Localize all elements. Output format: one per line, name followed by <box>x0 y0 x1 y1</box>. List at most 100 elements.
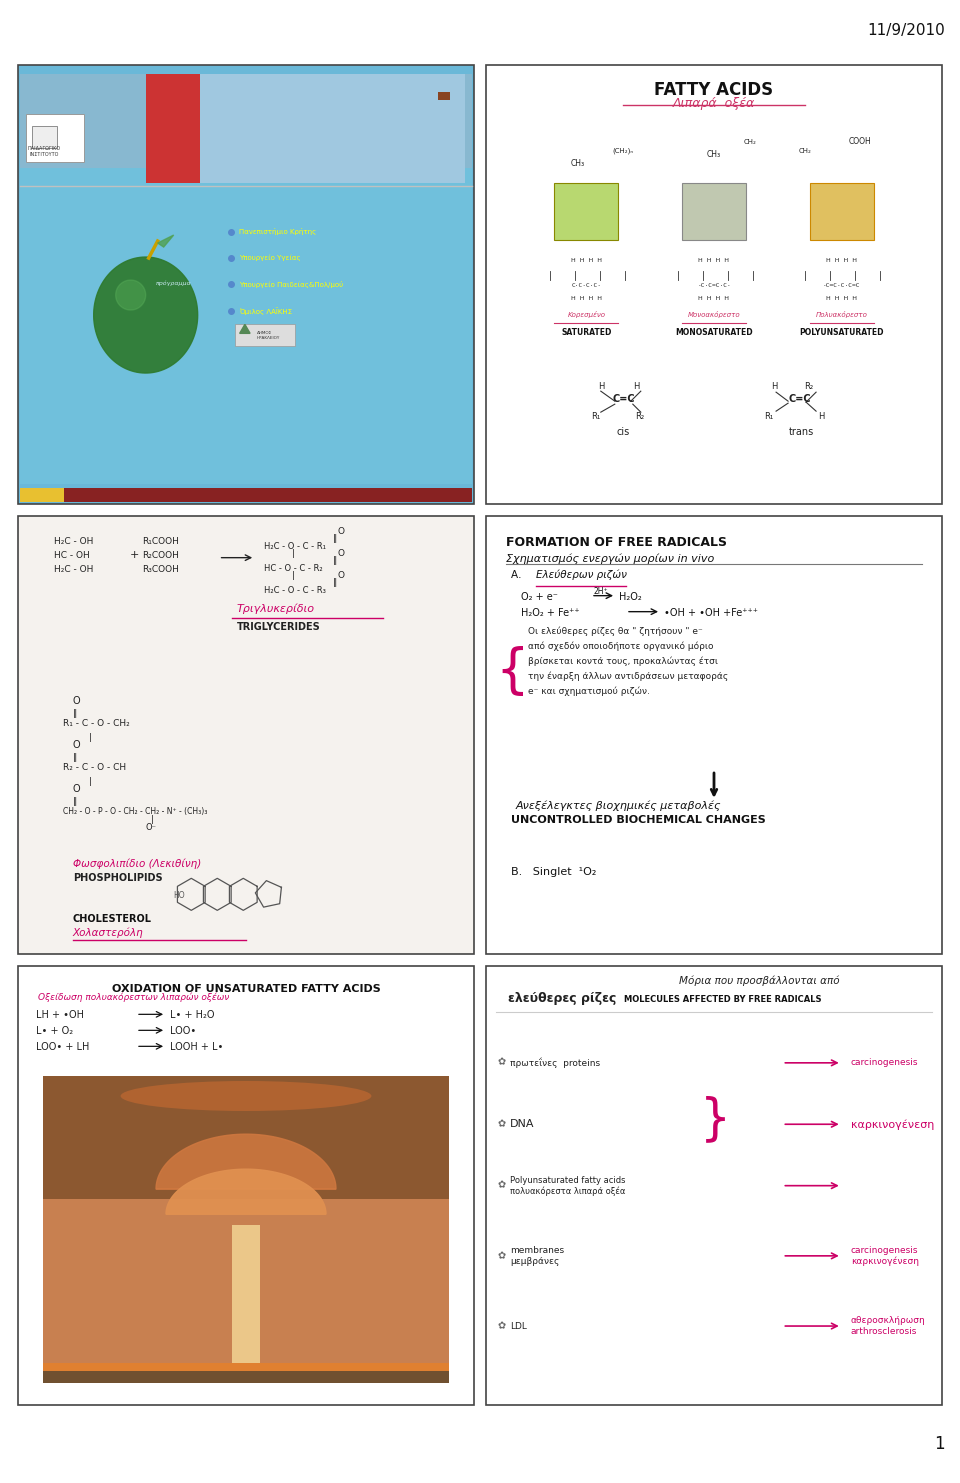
Text: H₂C - OH: H₂C - OH <box>55 565 94 574</box>
Polygon shape <box>166 1169 326 1215</box>
Text: H₂O₂: H₂O₂ <box>619 592 641 602</box>
Text: ΠΑΙΔΑΓΩΓΙΚΟ
ΙΝΣΤΙΤΟΥΤΟ: ΠΑΙΔΑΓΩΓΙΚΟ ΙΝΣΤΙΤΟΥΤΟ <box>28 145 60 157</box>
Text: Polyunsaturated fatty acids
πολυακόρεστα λιπαρά οξέα: Polyunsaturated fatty acids πολυακόρεστα… <box>510 1176 626 1195</box>
Text: C=C: C=C <box>612 394 636 405</box>
Text: CHOLESTEROL: CHOLESTEROL <box>73 915 152 924</box>
Text: OXIDATION OF UNSATURATED FATTY ACIDS: OXIDATION OF UNSATURATED FATTY ACIDS <box>111 985 380 994</box>
Polygon shape <box>156 1134 336 1189</box>
Bar <box>682 184 746 240</box>
Text: H  H  H  H: H H H H <box>571 295 602 301</box>
Text: B.   Singlet  ¹O₂: B. Singlet ¹O₂ <box>511 868 596 878</box>
Text: membranes
μεμβράνες: membranes μεμβράνες <box>510 1246 564 1265</box>
Bar <box>235 323 295 346</box>
Bar <box>26 114 84 162</box>
Text: R₂: R₂ <box>635 412 644 421</box>
Polygon shape <box>94 257 198 374</box>
Text: HC - OH: HC - OH <box>55 550 90 559</box>
Bar <box>438 92 449 99</box>
Text: O: O <box>337 549 345 558</box>
Bar <box>146 74 201 184</box>
Bar <box>232 1225 260 1363</box>
Text: cis: cis <box>616 427 630 437</box>
Text: Όμιλος ΛΑΪΚΗΣ: Όμιλος ΛΑΪΚΗΣ <box>239 307 292 314</box>
Text: Τριγλυκερίδιο: Τριγλυκερίδιο <box>237 604 315 614</box>
Text: LDL: LDL <box>510 1321 527 1330</box>
Text: L• + O₂: L• + O₂ <box>36 1026 73 1037</box>
Text: H  H  H  H: H H H H <box>827 258 857 264</box>
Text: R₁: R₁ <box>590 412 600 421</box>
Bar <box>18 65 474 504</box>
Text: R₃COOH: R₃COOH <box>142 565 180 574</box>
Text: ✿: ✿ <box>498 1250 506 1261</box>
Bar <box>20 74 472 184</box>
Text: PHOSPHOLIPIDS: PHOSPHOLIPIDS <box>73 872 162 882</box>
Text: CH₂ - O - P - O - CH₂ - CH₂ - N⁺ - (CH₃)₃: CH₂ - O - P - O - CH₂ - CH₂ - N⁺ - (CH₃)… <box>62 807 207 816</box>
Text: ‖: ‖ <box>73 798 77 807</box>
Text: R₁COOH: R₁COOH <box>142 537 180 546</box>
Text: ·C=C·C·C=C: ·C=C·C·C=C <box>823 283 860 288</box>
Bar <box>486 967 942 1404</box>
Text: Α.: Α. <box>511 569 531 580</box>
Text: LOO•: LOO• <box>170 1026 196 1037</box>
Text: Σχηματισμός ενεργών μορίων in vivo: Σχηματισμός ενεργών μορίων in vivo <box>506 553 714 564</box>
Text: την έναρξη άλλων αντιδράσεων μεταφοράς: την έναρξη άλλων αντιδράσεων μεταφοράς <box>528 672 728 681</box>
Polygon shape <box>116 280 146 310</box>
Text: ‖: ‖ <box>332 534 337 543</box>
Bar <box>18 516 474 955</box>
Text: CH₃: CH₃ <box>707 150 721 159</box>
Text: ΔΗΜΟΣ
ΗΡΑΚΛΕΙΟΥ: ΔΗΜΟΣ ΗΡΑΚΛΕΙΟΥ <box>257 331 280 340</box>
Text: FATTY ACIDS: FATTY ACIDS <box>655 82 774 99</box>
Text: |: | <box>62 733 92 743</box>
Text: O: O <box>337 571 345 580</box>
Bar <box>43 1370 449 1384</box>
Text: SATURATED: SATURATED <box>562 328 612 337</box>
Text: R₂: R₂ <box>804 383 813 392</box>
Text: Υπουργείο Υγείας: Υπουργείο Υγείας <box>239 255 300 261</box>
Text: H: H <box>633 383 639 392</box>
Text: TRIGLYCERIDES: TRIGLYCERIDES <box>237 621 321 632</box>
Bar <box>555 184 618 240</box>
Text: +: + <box>130 550 139 559</box>
Text: H₂O₂ + Fe⁺⁺: H₂O₂ + Fe⁺⁺ <box>521 608 580 617</box>
Text: Χολαστερόλη: Χολαστερόλη <box>73 928 143 939</box>
Text: ‖: ‖ <box>73 753 77 762</box>
Text: POLYUNSATURATED: POLYUNSATURATED <box>800 328 884 337</box>
Text: H  H  H  H: H H H H <box>571 258 602 264</box>
Text: CH₃: CH₃ <box>570 159 585 168</box>
Text: Ανεξέλεγκτες βιοχημικές μεταβολές: Ανεξέλεγκτες βιοχημικές μεταβολές <box>516 801 722 811</box>
Text: C=C: C=C <box>788 394 810 405</box>
Text: carcinogenesis
καρκινογένεση: carcinogenesis καρκινογένεση <box>851 1246 919 1266</box>
Text: O⁻: O⁻ <box>146 823 156 832</box>
Text: H  H  H  H: H H H H <box>699 258 730 264</box>
Text: H₂C - O - C - R₃: H₂C - O - C - R₃ <box>264 586 326 595</box>
Text: LOO• + LH: LOO• + LH <box>36 1043 89 1053</box>
Text: Φωσφολιπίδιο (Λεκιθίνη): Φωσφολιπίδιο (Λεκιθίνη) <box>73 859 201 869</box>
Text: H  H  H  H: H H H H <box>699 295 730 301</box>
Text: carcinogenesis: carcinogenesis <box>851 1059 919 1068</box>
Text: C·C·C·C·: C·C·C·C· <box>571 283 601 288</box>
Text: 2H⁺: 2H⁺ <box>593 587 608 596</box>
Text: ‖: ‖ <box>332 556 337 565</box>
Text: O: O <box>73 740 81 750</box>
Text: HC - O - C - R₂: HC - O - C - R₂ <box>264 564 323 572</box>
Text: 11/9/2010: 11/9/2010 <box>867 24 945 39</box>
Text: (CH₂)ₙ: (CH₂)ₙ <box>612 148 634 154</box>
Text: Ελεύθερων ριζών: Ελεύθερων ριζών <box>536 569 627 580</box>
Text: L• + H₂O: L• + H₂O <box>170 1010 214 1020</box>
Text: |: | <box>292 549 295 558</box>
Text: R₂ - C - O - CH: R₂ - C - O - CH <box>62 764 126 773</box>
Text: Λιπαρά  οξέα: Λιπαρά οξέα <box>673 96 756 110</box>
Text: ·C·C=C·C·: ·C·C=C·C· <box>697 283 731 288</box>
Bar <box>810 184 874 240</box>
Bar <box>32 126 57 148</box>
Text: trans: trans <box>788 427 814 437</box>
Bar <box>486 516 942 955</box>
Text: LH + •OH: LH + •OH <box>36 1010 84 1020</box>
Text: Οι ελεύθερες ρίζες θα " ζητήσουν " e⁻: Οι ελεύθερες ρίζες θα " ζητήσουν " e⁻ <box>528 626 703 636</box>
Text: καρκινογένεση: καρκινογένεση <box>851 1120 934 1130</box>
Text: Πολυακόρεστο: Πολυακόρεστο <box>816 311 868 319</box>
Text: Οξείδωση πολυακόρεστων λιπαρών οξέων: Οξείδωση πολυακόρεστων λιπαρών οξέων <box>38 992 229 1003</box>
Text: ‖: ‖ <box>73 709 77 718</box>
Bar <box>43 1077 449 1384</box>
Text: Υπουργείο Παιδείας&Πολ/μού: Υπουργείο Παιδείας&Πολ/μού <box>239 280 343 288</box>
